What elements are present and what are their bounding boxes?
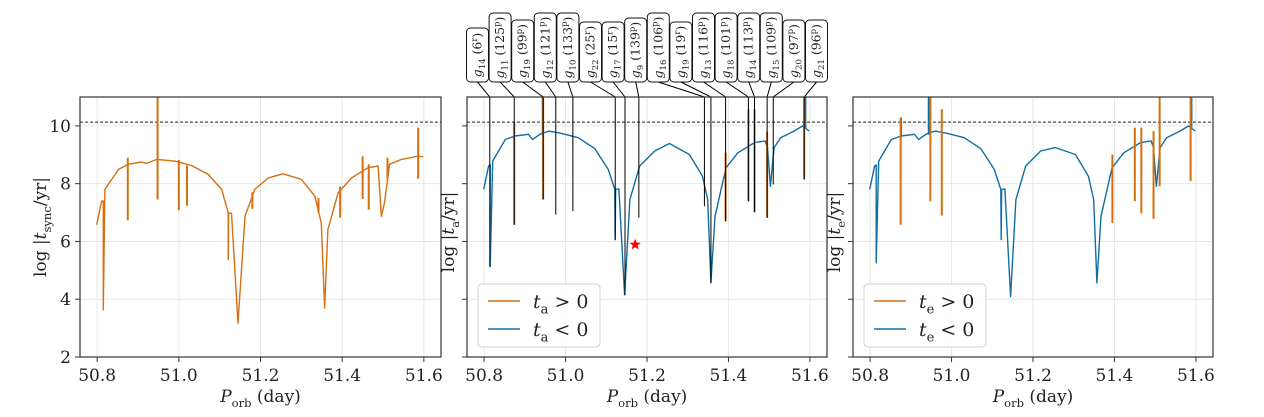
x-tick-label: 51.0: [547, 366, 585, 386]
plot-area: [853, 97, 1213, 298]
x-axis-label: Porb​ (day): [992, 387, 1074, 410]
annotation-label: g11​ (125p​): [492, 17, 511, 79]
annotation-box: [488, 12, 512, 83]
legend-label: ta​ > 0: [533, 291, 588, 317]
panel-2: 50.8 51.0 51.2 51.4 51.6 g14​ (6r​)g11​ (125p…: [439, 12, 829, 410]
x-tick-label: 51.4: [710, 366, 748, 386]
y-tick-label: 6: [60, 232, 71, 252]
panel-3: 50.8 51.0 51.2 51.4 51.6 te​ > 0te​ < 0 Porb​ …: [825, 96, 1215, 410]
annotation-box: [466, 27, 489, 83]
legend-box: [477, 283, 601, 348]
annotation-box: [714, 12, 738, 83]
plot-area: [80, 97, 441, 324]
annotation-label: g15​ (109p​): [763, 17, 782, 79]
annotation-label: g14​ (6r​): [470, 33, 489, 78]
y-tick-label: 4: [60, 290, 71, 310]
star-marker: [629, 238, 641, 250]
y-axis-label: log |ta​/yr|: [439, 192, 462, 273]
x-axis-label: Porb​ (day): [219, 387, 301, 410]
annotation-connector: [680, 81, 712, 283]
annotation-box: [533, 12, 557, 83]
annotation-label: g9​ (139p​): [628, 22, 647, 79]
series-curve: [869, 125, 1196, 298]
legend-label: te​ > 0: [919, 291, 974, 317]
axes-frame: [466, 96, 828, 358]
axes-frame: [79, 96, 442, 358]
annotation-connector: [658, 81, 705, 207]
x-tick-label: 50.8: [851, 366, 889, 386]
x-tick-label: 51.2: [242, 366, 280, 386]
x-tick-label: 51.0: [933, 366, 971, 386]
annotation-box: [805, 19, 828, 83]
panel-1: 50.8 51.0 51.2 51.4 51.6 2 4 6 8 10 Porb​ (day) log…: [31, 96, 443, 410]
annotation-label: g10​ (133p​): [560, 17, 579, 79]
legend-box: [863, 283, 987, 348]
series-curve: [96, 155, 424, 324]
annotation-connector: [499, 81, 515, 225]
legend-label: te​ < 0: [919, 319, 974, 345]
y-tick-label: 2: [60, 348, 71, 368]
annotation-box: [782, 19, 806, 83]
x-tick-label: 51.6: [405, 366, 443, 386]
x-tick-label: 51.4: [1096, 366, 1134, 386]
x-axis-label: Porb​ (day): [606, 387, 688, 410]
x-tick-label: 50.8: [78, 366, 116, 386]
y-tick-label: 8: [60, 175, 71, 195]
annotation-box: [669, 21, 693, 83]
legend-label: ta​ < 0: [533, 319, 588, 345]
annotation-connector: [635, 81, 640, 218]
annotation-box: [556, 12, 580, 83]
annotation-label: g22​ (25r​): [583, 26, 602, 79]
annotation-box: [646, 12, 670, 83]
annotation-box: [759, 12, 783, 83]
series-curve: [483, 125, 810, 296]
annotation-label: g16​ (106p​): [650, 17, 669, 79]
x-tick-label: 51.2: [628, 366, 666, 386]
annotation-label: g14​ (113p​): [741, 17, 760, 79]
annotation-connector: [522, 81, 544, 200]
annotation-box: [737, 12, 761, 83]
annotation-label: g12​ (121p​): [537, 17, 556, 79]
annotation-label: g17​ (15r​): [605, 26, 624, 79]
annotation-label: g19​ (99p​): [515, 24, 534, 78]
annotation-connector: [544, 81, 557, 215]
annotation-box: [692, 12, 715, 83]
y-axis-label: log |tsync​/yr|: [31, 177, 54, 277]
x-tick-label: 50.8: [465, 366, 503, 386]
y-axis-label: log |te​/yr|: [825, 192, 848, 273]
axes-frame: [852, 96, 1214, 358]
x-tick-label: 51.4: [323, 366, 361, 386]
annotation-label: g18​ (101p​): [718, 17, 737, 79]
annotation-label: g21​ (96p​): [809, 24, 828, 78]
x-tick-label: 51.2: [1014, 366, 1052, 386]
annotation-box: [601, 21, 625, 83]
annotation-label: g13​ (116p​): [696, 17, 715, 79]
annotation-label: g19​ (19r​): [673, 26, 692, 79]
y-tick-label: 10: [49, 117, 71, 137]
annotation-box: [579, 21, 602, 83]
x-tick-label: 51.6: [1177, 366, 1215, 386]
x-tick-label: 51.0: [160, 366, 198, 386]
annotation-label: g20​ (97p​): [786, 24, 805, 78]
annotation-connector: [567, 81, 574, 212]
annotation-box: [624, 17, 648, 83]
x-tick-label: 51.6: [791, 366, 829, 386]
annotation-connector: [703, 81, 727, 222]
annotation-box: [511, 19, 535, 83]
